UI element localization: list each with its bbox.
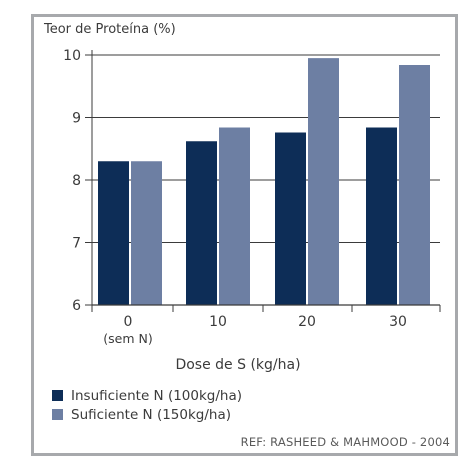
y-tick-label: 7 [72, 236, 81, 252]
bar-suficiente-10 [219, 127, 250, 305]
y-tick-label: 6 [72, 298, 81, 314]
y-tick-label: 10 [63, 48, 81, 64]
x-tick-label: 30 [389, 314, 407, 330]
legend-swatch-insuficiente [52, 390, 63, 401]
legend-label-insuficiente: Insuficiente N (100kg/ha) [71, 387, 243, 404]
bar-suficiente-20 [308, 58, 339, 305]
y-tick-label: 8 [72, 173, 81, 189]
x-tick-label: 20 [298, 314, 316, 330]
legend-item-suficiente: Suficiente N (150kg/ha) [52, 405, 242, 424]
legend-item-insuficiente: Insuficiente N (100kg/ha) [52, 386, 242, 405]
bar-suficiente-30 [399, 65, 430, 305]
bar-insuficiente-0 [98, 161, 129, 305]
y-tick-label: 9 [72, 111, 81, 127]
bar-insuficiente-30 [366, 127, 397, 305]
reference-note: REF: RASHEED & MAHMOOD - 2004 [240, 435, 450, 449]
legend: Insuficiente N (100kg/ha) Suficiente N (… [52, 386, 242, 424]
legend-label-suficiente: Suficiente N (150kg/ha) [71, 406, 232, 423]
legend-swatch-suficiente [52, 409, 63, 420]
bar-insuficiente-10 [186, 141, 217, 305]
x-tick-sublabel: (sem N) [103, 331, 152, 346]
x-axis-title: Dose de S (kg/ha) [175, 357, 301, 373]
x-tick-label: 0 [124, 314, 133, 330]
bar-insuficiente-20 [275, 132, 306, 305]
x-tick-label: 10 [209, 314, 227, 330]
bar-suficiente-0 [131, 161, 162, 305]
y-axis-title: Teor de Proteína (%) [44, 22, 176, 37]
